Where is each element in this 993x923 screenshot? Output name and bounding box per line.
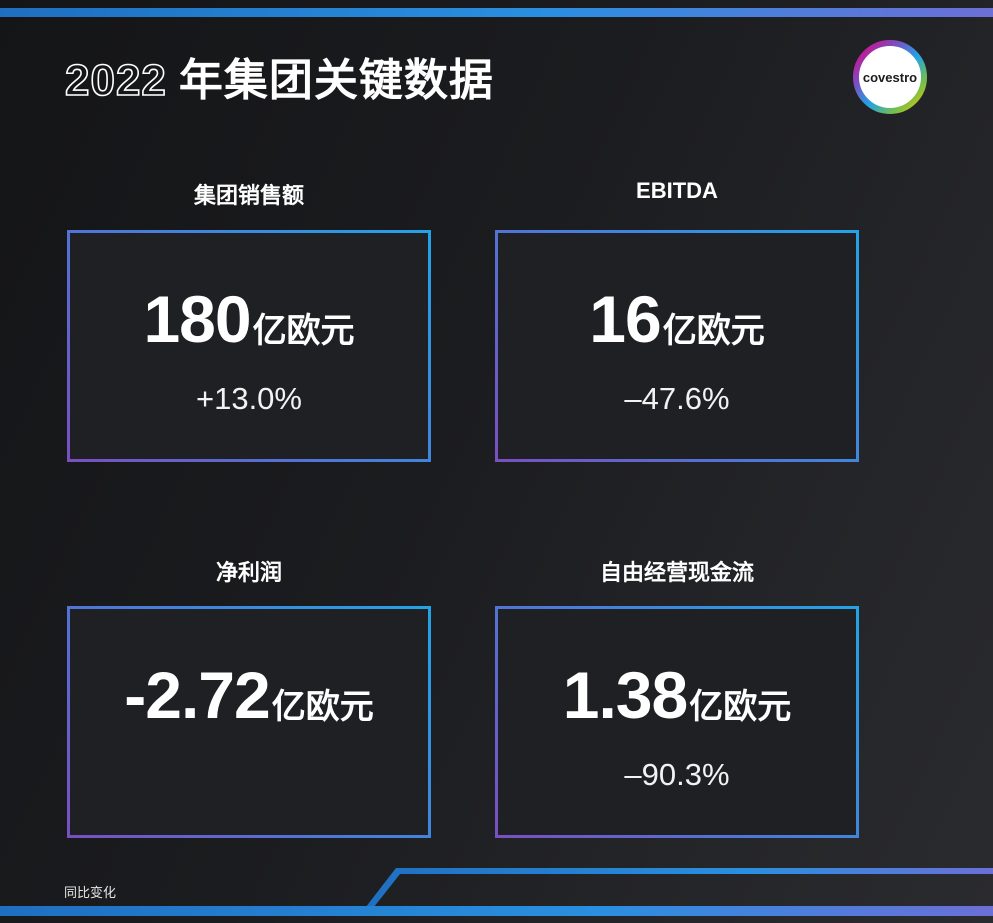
card-unit: 亿欧元 bbox=[689, 688, 792, 726]
title-year: 2022 bbox=[64, 55, 167, 106]
covestro-logo: covestro bbox=[853, 40, 927, 114]
card-label-free-cash-flow: 自由经营现金流 bbox=[599, 560, 754, 585]
card-value: 1.38 bbox=[562, 658, 688, 732]
bottom-accent-bar bbox=[0, 906, 993, 916]
card-free-cash-flow: 1.38亿欧元 –90.3% bbox=[495, 606, 859, 838]
card-value-row: 1.38亿欧元 bbox=[498, 657, 856, 733]
card-unit: 亿欧元 bbox=[252, 312, 355, 350]
card-value: -2.72 bbox=[124, 658, 270, 732]
card-change: +13.0% bbox=[195, 381, 302, 416]
card-label-sales: 集团销售额 bbox=[193, 183, 304, 208]
page-title: 2022 年集团关键数据 bbox=[64, 44, 494, 108]
card-value-row: 16亿欧元 bbox=[498, 281, 856, 357]
card-change: –47.6% bbox=[624, 381, 730, 416]
bottom-decorative-stripe bbox=[362, 868, 993, 912]
logo-text: covestro bbox=[863, 70, 917, 85]
card-value-row: 180亿欧元 bbox=[70, 281, 428, 357]
card-ebitda: 16亿欧元 –47.6% bbox=[495, 230, 859, 462]
card-value: 16 bbox=[589, 282, 661, 356]
card-net-profit: -2.72亿欧元 bbox=[67, 606, 431, 838]
card-sales: 180亿欧元 +13.0% bbox=[67, 230, 431, 462]
card-value: 180 bbox=[143, 282, 251, 356]
card-unit: 亿欧元 bbox=[271, 688, 374, 726]
title-text: 年集团关键数据 bbox=[178, 56, 494, 105]
top-accent-bar bbox=[0, 8, 993, 17]
card-unit: 亿欧元 bbox=[662, 312, 765, 350]
card-value-row: -2.72亿欧元 bbox=[70, 657, 428, 733]
card-label-net-profit: 净利润 bbox=[215, 560, 282, 585]
card-change: –90.3% bbox=[624, 757, 730, 792]
footnote: 同比变化 bbox=[64, 885, 117, 900]
card-label-ebitda: EBITDA bbox=[636, 178, 718, 203]
